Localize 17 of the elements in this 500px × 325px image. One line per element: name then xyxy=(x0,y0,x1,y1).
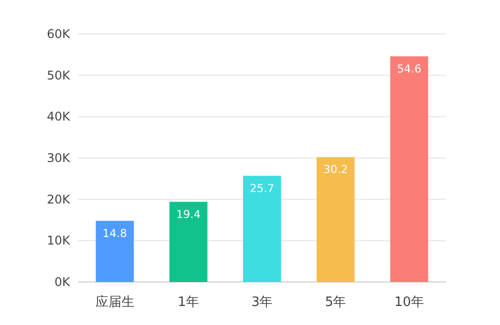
data-label: 54.6 xyxy=(396,62,422,76)
y-tick-label: 20K xyxy=(46,192,70,206)
y-tick-label: 40K xyxy=(46,110,70,124)
y-tick-label: 50K xyxy=(46,68,70,82)
x-tick-label: 5年 xyxy=(324,295,346,310)
data-label: 25.7 xyxy=(250,182,274,195)
y-tick-label: 30K xyxy=(46,151,70,165)
x-tick-label: 应届生 xyxy=(95,295,134,310)
x-tick-label: 10年 xyxy=(394,295,424,310)
data-label: 19.4 xyxy=(176,208,201,221)
x-tick-label: 3年 xyxy=(251,295,273,310)
data-label: 30.2 xyxy=(323,163,348,176)
y-tick-label: 60K xyxy=(46,27,70,41)
data-label: 14.8 xyxy=(102,226,128,240)
x-tick-label: 1年 xyxy=(178,295,200,310)
y-tick-label: 10K xyxy=(46,234,70,248)
y-tick-label: 0K xyxy=(54,275,70,289)
